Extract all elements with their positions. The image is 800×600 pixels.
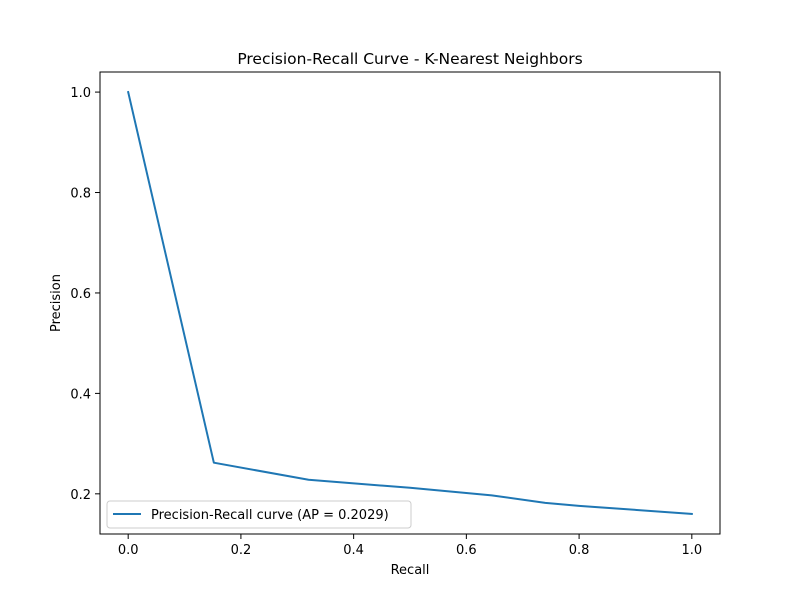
chart-title: Precision-Recall Curve - K-Nearest Neigh… (237, 50, 582, 68)
x-axis-label: Recall (391, 563, 430, 578)
y-axis-ticks: 0.2 0.4 0.6 0.8 1.0 (70, 86, 100, 503)
x-tick-label: 0.8 (569, 543, 590, 558)
legend-entry-label: Precision-Recall curve (AP = 0.2029) (151, 508, 389, 523)
x-tick-label: 1.0 (681, 543, 702, 558)
y-tick-label: 0.8 (70, 187, 91, 202)
y-tick-label: 0.4 (70, 387, 91, 402)
y-axis-label: Precision (49, 274, 64, 332)
y-tick-label: 1.0 (70, 86, 91, 101)
series-line-precision-recall (126, 90, 693, 515)
x-tick-label: 0.4 (343, 543, 364, 558)
legend: Precision-Recall curve (AP = 0.2029) (106, 500, 412, 529)
y-tick-label: 0.2 (70, 488, 91, 503)
legend-box (106, 500, 412, 529)
plot-content (126, 90, 693, 515)
x-tick-label: 0.2 (231, 543, 252, 558)
y-tick-label: 0.6 (70, 287, 91, 302)
x-tick-label: 0.6 (456, 543, 477, 558)
plot-frame (99, 71, 721, 535)
x-tick-label: 0.0 (118, 543, 139, 558)
x-axis-ticks: 0.0 0.2 0.4 0.6 0.8 1.0 (118, 534, 702, 558)
